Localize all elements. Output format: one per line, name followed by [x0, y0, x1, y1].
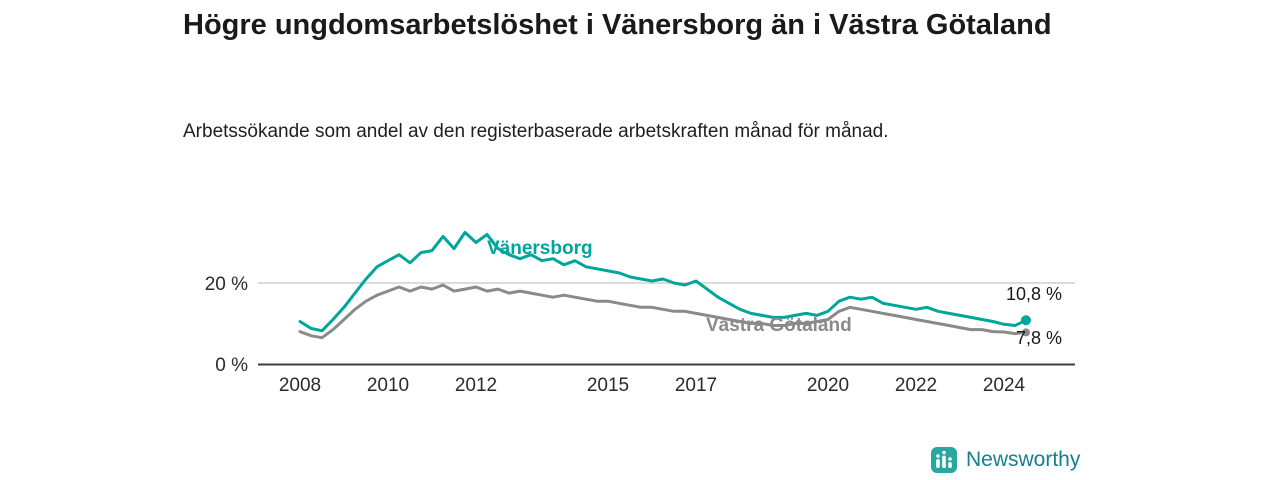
series-label-vanersborg: Vänersborg — [487, 238, 593, 259]
end-value-vastra-gotaland: 7,8 % — [1016, 328, 1063, 348]
svg-text:2015: 2015 — [587, 375, 629, 396]
chart-subtitle: Arbetssökande som andel av den registerb… — [183, 121, 889, 142]
svg-text:2024: 2024 — [983, 375, 1026, 396]
line-chart: 0 % 20 % 2008 2010 2012 2015 2017 2020 2022 2024 … — [170, 200, 1130, 415]
page-title: Högre ungdomsarbetslöshet i Vänersborg ä… — [183, 9, 1052, 41]
newsworthy-chart-icon — [931, 447, 957, 473]
svg-text:2022: 2022 — [895, 375, 937, 396]
svg-text:2008: 2008 — [279, 375, 321, 396]
svg-text:2017: 2017 — [675, 375, 717, 396]
svg-text:2012: 2012 — [455, 375, 497, 396]
newsworthy-wordmark: Newsworthy — [966, 448, 1081, 471]
series-label-vastra-gotaland: Västra Götaland — [706, 315, 852, 336]
svg-text:2020: 2020 — [807, 375, 849, 396]
svg-text:2010: 2010 — [367, 375, 409, 396]
svg-text:20 %: 20 % — [205, 274, 248, 295]
end-value-vanersborg: 10,8 % — [1006, 284, 1063, 304]
svg-text:0 %: 0 % — [215, 355, 248, 376]
newsworthy-logo: Newsworthy — [931, 447, 1080, 473]
chart-canvas: 0 % 20 % 2008 2010 2012 2015 2017 2020 2022 2024 — [205, 230, 1075, 396]
